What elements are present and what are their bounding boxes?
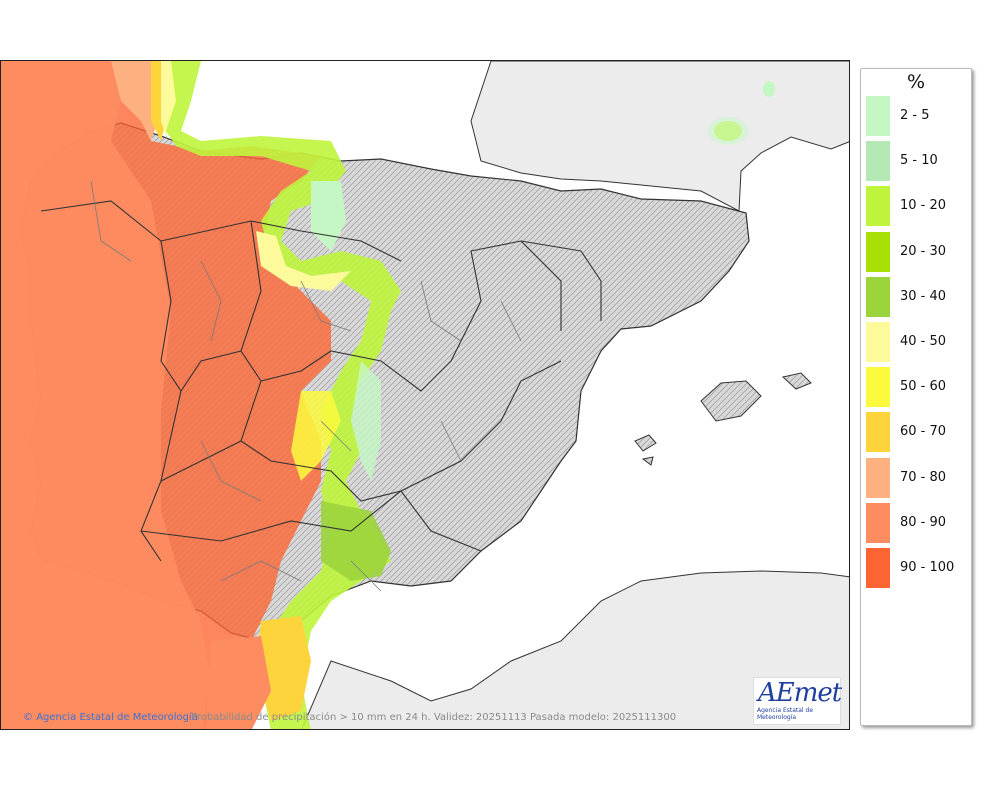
prob-zone-50-60-inner [291,391,341,481]
legend-label: 50 - 60 [900,379,947,395]
map-canvas [1,61,849,729]
legend-item: 5 - 10 [864,141,968,182]
legend-item: 70 - 80 [864,457,968,498]
prob-zone-2-5-east [351,361,381,481]
mallorca [700,380,762,422]
prob-zone-40-50-inner [256,231,351,291]
legend-label: 90 - 100 [900,560,955,575]
prob-zone-2-5-north [311,181,346,251]
legend-item: 30 - 40 [864,276,968,317]
legend-item: 90 - 100 [864,548,968,588]
legend-label: 30 - 40 [900,288,947,304]
legend-panel: % 2 - 5 5 - 10 10 - 20 20 - 30 30 - 40 40 - 5… [860,68,972,726]
legend-label: 10 - 20 [900,198,947,214]
africa-land [301,570,849,729]
credit-text: © Agencia Estatal de Meteorología [23,712,198,723]
legend-label: 2 - 5 [900,108,930,123]
legend-swatch [866,141,890,182]
legend-item: 20 - 30 [864,231,968,272]
prob-zone-2-5-pyrenees [763,81,775,97]
legend-swatch [866,322,890,362]
legend-swatch [866,548,890,588]
legend-swatch [866,457,890,498]
legend-item: 60 - 70 [864,412,968,453]
legend-swatch [866,502,890,543]
logo-wordmark: AEmet [758,678,842,708]
legend-swatch [866,367,890,408]
legend-swatch [866,96,890,136]
legend-label: 5 - 10 [900,153,938,169]
legend-label: 80 - 90 [900,514,947,530]
formentera [641,456,654,466]
legend-label: 20 - 30 [900,243,947,259]
aemet-logo: AEmet Agencia Estatal de Meteorología [753,677,842,725]
france-land [470,61,849,212]
prob-zone-70-80 [111,61,161,141]
ibiza [634,434,657,452]
legend-swatch [866,276,890,317]
prob-zone-2-5-france [708,117,748,145]
precipitation-map[interactable]: © Agencia Estatal de Meteorología Probab… [0,60,850,730]
map-caption: Probabilidad de precipitación > 10 mm en… [191,712,677,723]
legend-swatch [866,412,890,453]
legend-swatch [866,231,890,272]
legend-item: 10 - 20 [864,186,968,227]
copyright-icon: © [23,712,33,723]
legend-item: 80 - 90 [864,502,968,543]
region-borders [40,200,602,562]
legend-item: 2 - 5 [864,96,968,136]
credit-label: Agencia Estatal de Meteorología [36,712,198,723]
prob-zone-60-70-south [256,616,311,721]
logo-subtitle: Agencia Estatal de Meteorología [757,707,814,721]
prob-zone-80-90-south [206,636,271,729]
province-borders [90,180,522,592]
legend-item: 50 - 60 [864,367,968,408]
legend-label: 70 - 80 [900,469,947,485]
legend-item: 40 - 50 [864,322,968,362]
legend-label: 60 - 70 [900,424,947,440]
legend-label: 40 - 50 [900,334,947,349]
prob-zone-80-90-sea [1,61,211,729]
legend-swatch [866,186,890,227]
menorca [781,372,812,390]
prob-zone-20-30-south [321,501,391,581]
legend-title: % [906,71,926,93]
